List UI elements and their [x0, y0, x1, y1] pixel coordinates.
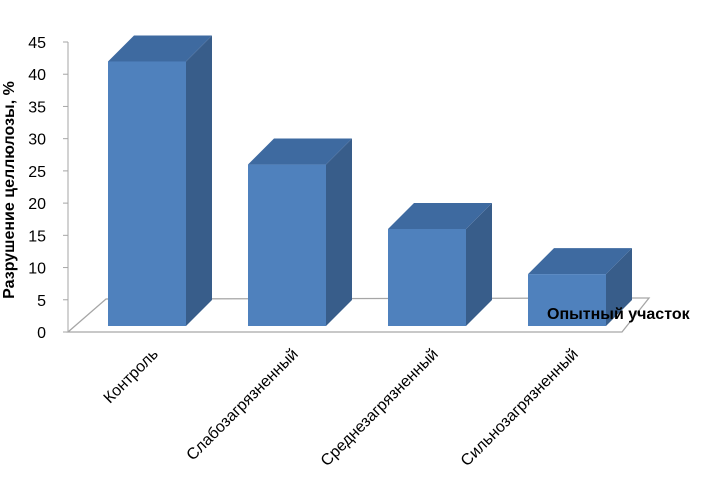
y-tick-label: 30 — [28, 132, 46, 149]
y-tick-label: 25 — [28, 164, 46, 181]
bar — [388, 203, 492, 326]
bar-side-face — [606, 248, 632, 326]
y-tick-label: 15 — [28, 228, 46, 245]
chart-floor — [66, 297, 651, 333]
y-tick-label: 10 — [28, 261, 46, 278]
y-tick-label: 45 — [28, 35, 46, 52]
bar-front-face — [108, 61, 186, 326]
bar — [248, 138, 352, 326]
x-category-label: Слабозагрязненный — [184, 346, 302, 464]
bar-front-face — [528, 274, 606, 326]
y-tick-label: 20 — [28, 196, 46, 213]
bar-top-face — [388, 203, 492, 229]
x-category-label: Контроль — [101, 346, 162, 407]
x-category-label: Сильнозагрязненный — [458, 346, 582, 470]
y-tick-label: 40 — [28, 67, 46, 84]
bar-front-face — [388, 229, 466, 326]
bar-side-face — [466, 203, 492, 326]
bar-front-face — [248, 164, 326, 326]
x-category-label: Среднезагрязненный — [318, 346, 442, 470]
y-tick-label: 35 — [28, 99, 46, 116]
bar-top-face — [248, 138, 352, 165]
y-axis-label: Разрушение целлюлозы, % — [1, 81, 18, 299]
bar-side-face — [186, 35, 212, 326]
bar — [108, 35, 212, 326]
bar-side-face — [326, 138, 352, 326]
x-axis-label: Опытный участок — [547, 306, 691, 323]
bar-top-face — [108, 35, 212, 62]
y-tick-label: 5 — [37, 293, 46, 310]
bar-top-face — [528, 248, 632, 275]
y-tick-label: 0 — [37, 325, 46, 342]
bar — [528, 248, 632, 326]
